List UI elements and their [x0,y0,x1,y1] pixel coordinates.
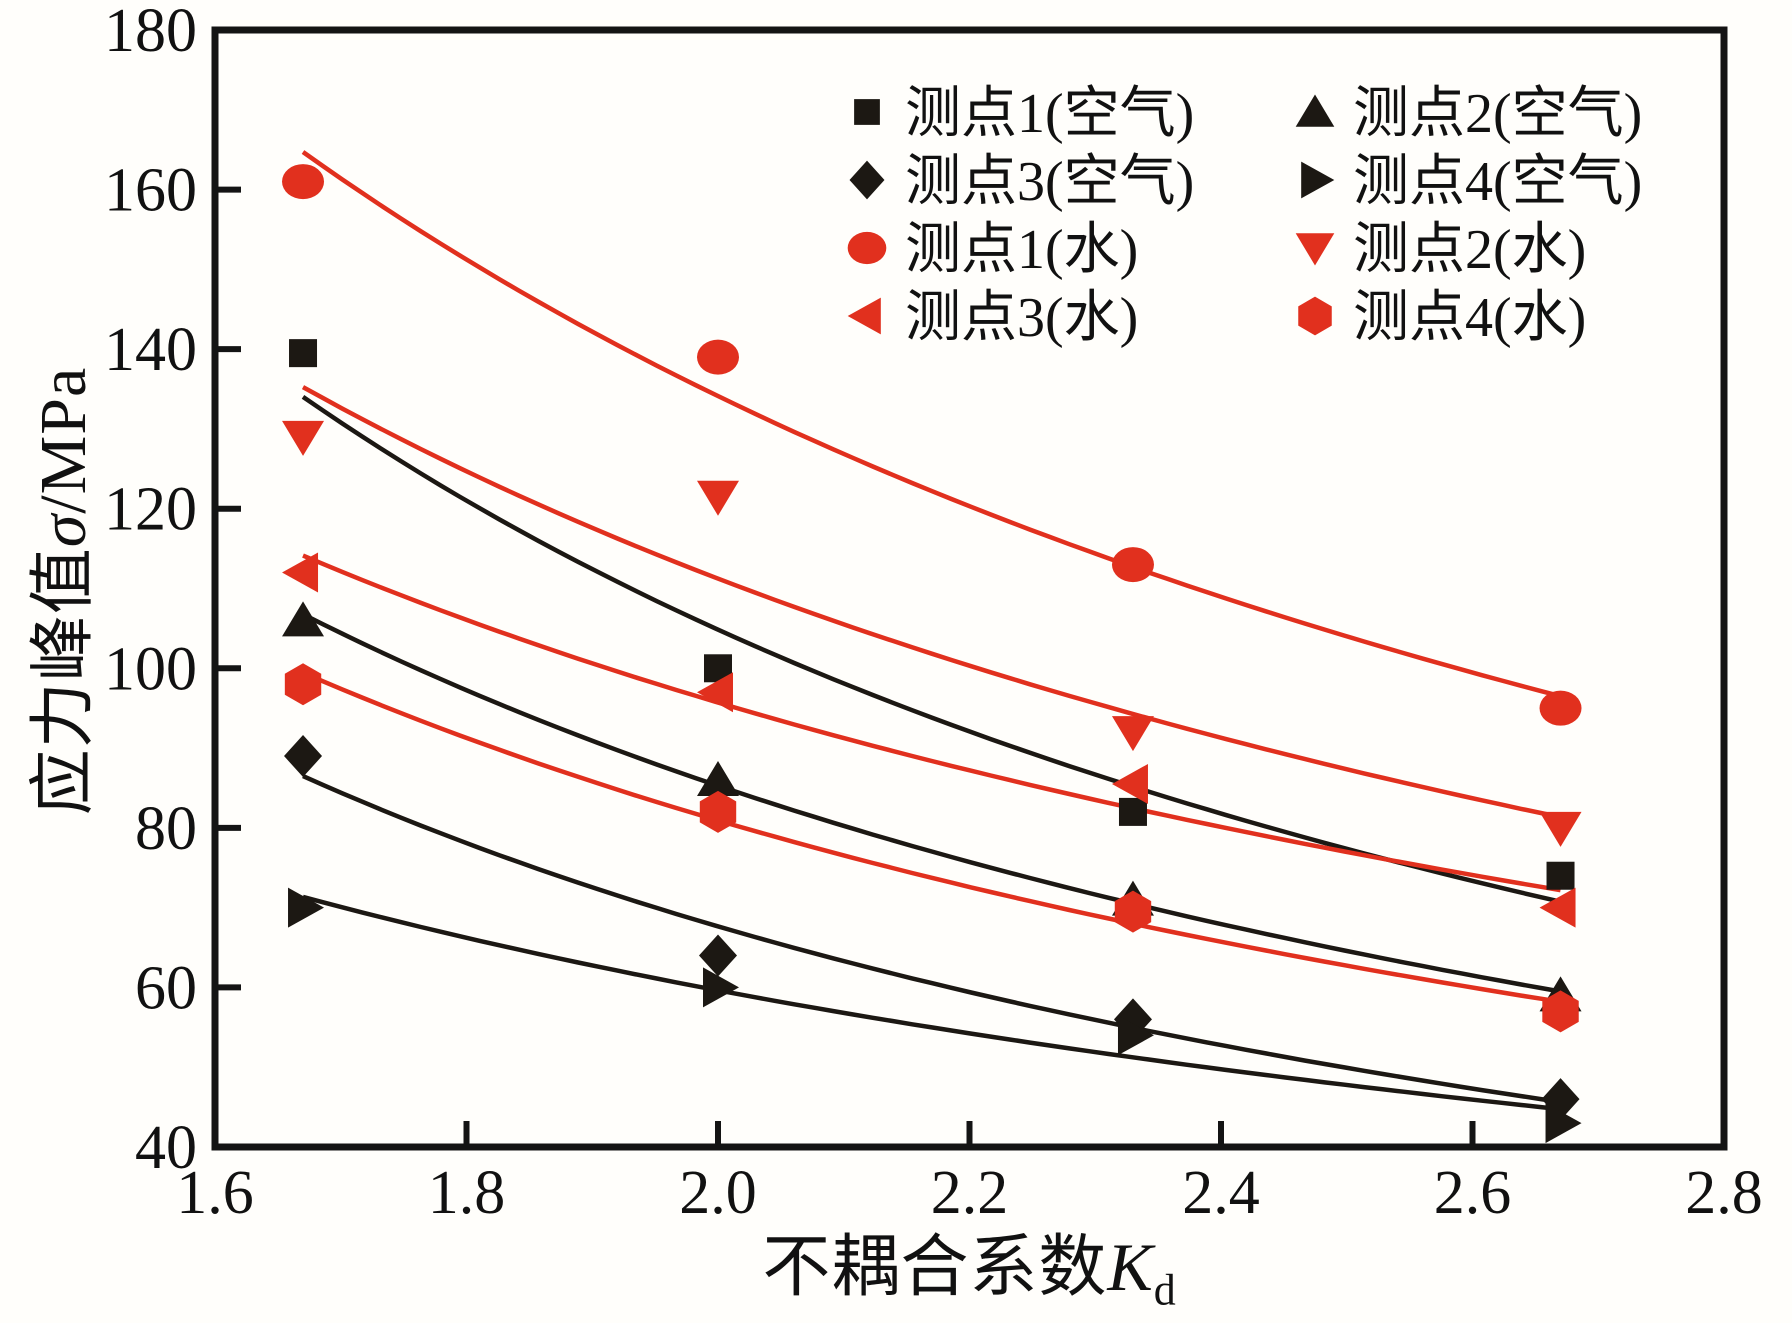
legend-entry: 测点4(水) [1298,287,1586,349]
y-tick-label: 140 [104,316,197,384]
data-point-marker [1111,716,1154,752]
legend-label: 测点4(空气) [1353,151,1642,213]
x-tick-label: 2.8 [1685,1159,1763,1227]
legend-hexagon-icon [1298,296,1332,336]
data-point-marker [699,790,737,833]
series-circle [282,164,1582,726]
y-axis-unit: /MPa [27,366,100,514]
data-point-marker [1114,890,1152,933]
x-tick-label: 1.8 [428,1159,506,1227]
data-point-marker [1118,797,1147,826]
legend-entry: 测点1(水) [847,219,1138,281]
y-tick-label: 120 [104,476,197,544]
legend-triangle-left-icon [847,297,881,335]
data-point-marker [282,420,325,456]
data-point-marker [284,735,323,778]
x-axis-variable-subscript: d [1153,1265,1177,1315]
data-point-marker [699,934,737,977]
legend-entry: 测点2(空气) [1295,83,1642,145]
legend-entry: 测点4(空气) [1301,151,1642,213]
legend-circle-icon [847,231,887,265]
y-axis-title-text: 应力峰值 [27,547,100,816]
data-point-marker [1546,861,1575,890]
data-point-marker [703,967,739,1008]
series-triangle-left [282,552,1576,928]
y-tick-label: 180 [104,0,197,65]
x-tick-label: 2.2 [931,1159,1009,1227]
legend-entry: 测点2(水) [1295,219,1586,281]
legend-entry: 测点1(空气) [854,83,1194,145]
legend-label: 测点3(空气) [905,151,1194,213]
legend-label: 测点4(水) [1353,287,1586,349]
data-point-marker [1539,690,1582,726]
legend-label: 测点2(水) [1353,219,1586,281]
data-point-marker [697,339,739,375]
legend-triangle-right-icon [1301,161,1335,199]
series-diamond [284,735,1580,1121]
data-point-marker [282,552,319,593]
data-point-marker [1111,763,1148,804]
legend: 测点1(空气) 测点2(空气) 测点3(空气) 测点4(空气) 测点1(水) 测点2(水)… [847,83,1642,349]
x-tick-label: 2.0 [679,1159,757,1227]
legend-label: 测点2(空气) [1353,83,1642,145]
x-axis-title: 不耦合系数Kd [215,1229,1724,1312]
y-tick-label: 100 [104,635,197,703]
series-square [289,339,1575,890]
fit-curve [301,612,1561,994]
data-point-marker [282,164,325,200]
fit-curve [301,385,1561,820]
data-point-marker [697,672,733,713]
fit-curve [302,894,1561,1112]
data-point-marker [284,663,322,706]
legend-triangle-up-icon [1295,94,1335,127]
series-hexagon [284,663,1579,1033]
fit-curve [301,150,1562,699]
x-tick-label: 2.6 [1434,1159,1512,1227]
data-point-marker [288,887,325,928]
data-point-marker [1539,887,1576,928]
legend-entry: 测点3(空气) [849,151,1194,213]
legend-square-icon [854,99,880,125]
axis-ticks-layer: 1.6 1.8 2.0 2.2 2.4 2.6 2.8 40 60 80 100 120 140 160 1… [104,0,1763,1227]
data-point-marker [1542,990,1579,1033]
data-point-marker [1539,811,1582,847]
fit-curve [302,670,1561,1005]
series-triangle-right [288,887,1582,1144]
fit-curve [302,774,1561,1105]
x-tick-label: 2.4 [1182,1159,1260,1227]
legend-diamond-icon [849,160,885,200]
x-axis-variable: K [1107,1229,1154,1305]
y-tick-label: 60 [135,954,197,1022]
data-point-marker [697,760,739,796]
y-axis-title: 应力峰值σ/MPa [9,367,105,816]
data-point-marker [282,601,325,637]
data-point-marker [697,480,739,516]
data-point-marker [1113,998,1152,1041]
y-tick-label: 160 [104,157,197,225]
fit-curve [301,395,1562,904]
legend-label: 测点1(水) [905,219,1138,281]
fit-curves-layer [301,150,1562,1112]
legend-triangle-down-icon [1295,233,1335,266]
fit-curve [302,553,1561,893]
x-axis-title-text: 不耦合系数 [762,1229,1108,1305]
data-point-marker [1545,1103,1582,1144]
legend-label: 测点1(空气) [905,83,1194,145]
series-triangle-down [282,420,1582,847]
data-points-layer [282,164,1582,1144]
data-point-marker [289,339,318,368]
legend-label: 测点3(水) [905,287,1138,349]
data-point-marker [1111,547,1154,583]
y-axis-symbol: σ [27,513,100,548]
data-point-marker [1117,1015,1154,1056]
legend-entry: 测点3(水) [847,287,1138,349]
y-tick-label: 80 [135,795,197,863]
y-tick-label: 40 [135,1114,197,1182]
x-tick-label: 1.6 [176,1159,254,1227]
series-triangle-up [282,601,1582,1012]
